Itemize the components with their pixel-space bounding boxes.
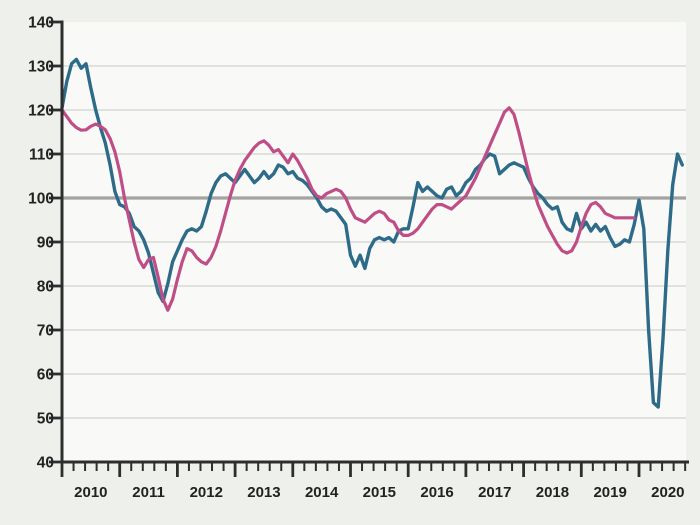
y-tick-label: 70: [37, 323, 54, 340]
x-tick-label: 2019: [593, 484, 626, 501]
y-tick-label: 60: [37, 367, 54, 384]
series-line-pink: [60, 106, 636, 312]
y-tick-label: 100: [28, 191, 54, 208]
x-tick-label: 2014: [305, 484, 339, 501]
y-tick-label: 140: [28, 15, 54, 32]
series-line-teal: [60, 57, 684, 409]
y-tick-label: 80: [37, 279, 54, 296]
y-tick-label: 130: [28, 59, 54, 76]
x-tick-label: 2017: [478, 484, 511, 501]
x-tick-label: 2015: [363, 484, 396, 501]
x-tick-label: 2011: [132, 484, 165, 501]
x-tick-label: 2020: [651, 484, 684, 501]
y-tick-label: 120: [28, 103, 54, 120]
y-tick-label: 110: [29, 147, 54, 164]
x-tick-label: 2012: [190, 484, 223, 501]
y-tick-label: 90: [37, 235, 54, 252]
y-tick-label: 40: [37, 455, 54, 472]
x-tick-label: 2013: [247, 484, 280, 501]
x-tick-label: 2018: [536, 484, 569, 501]
x-tick-label: 2010: [74, 484, 107, 501]
x-tick-label: 2016: [420, 484, 453, 501]
y-tick-label: 50: [37, 411, 54, 428]
